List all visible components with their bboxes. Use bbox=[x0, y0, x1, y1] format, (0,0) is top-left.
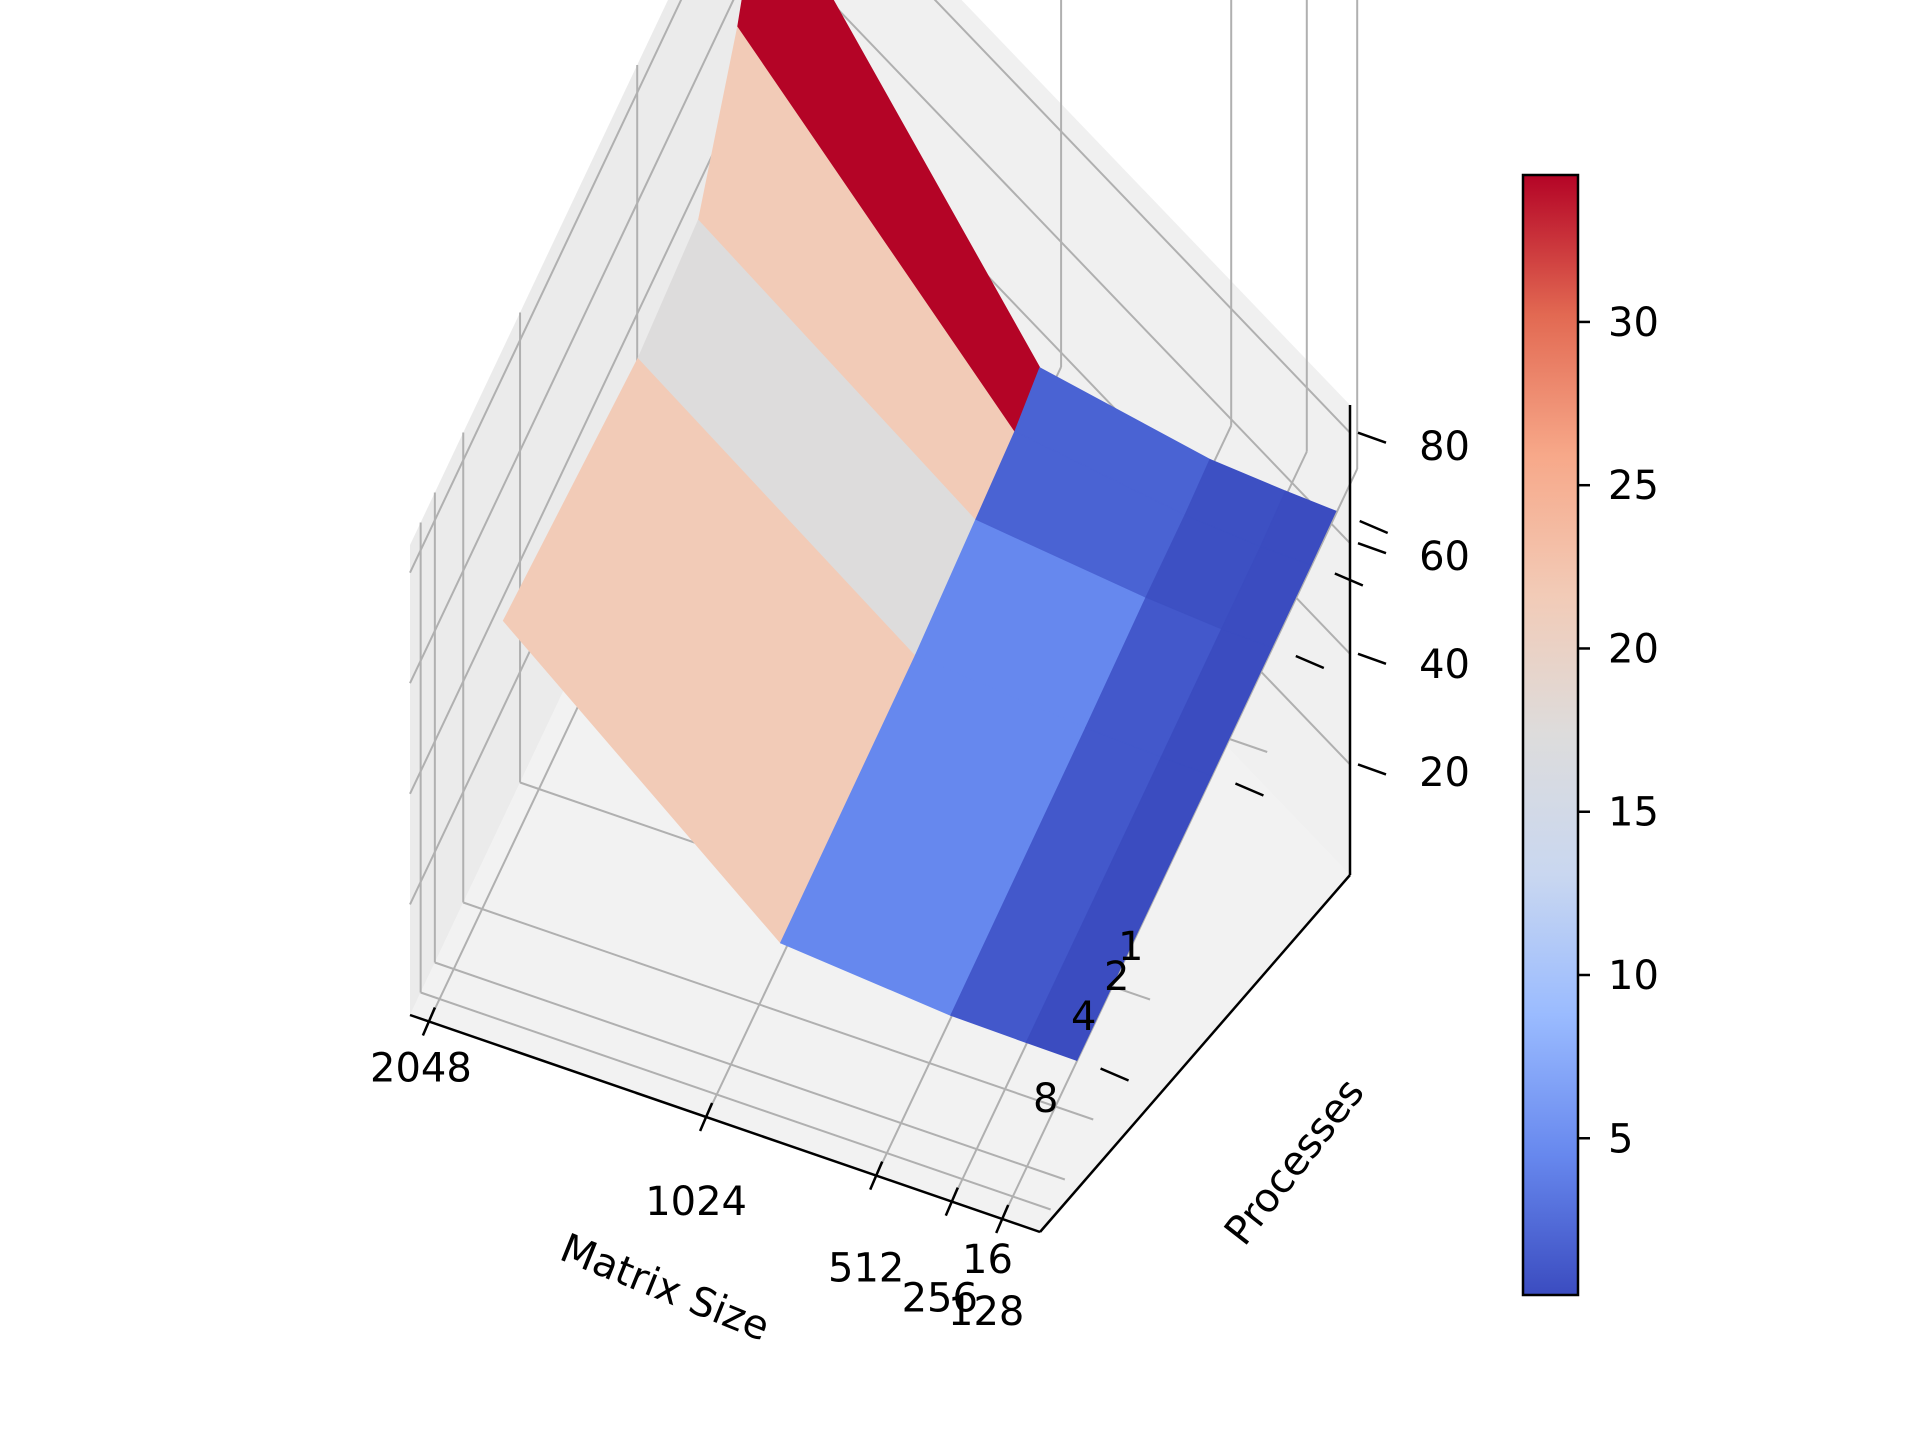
z-tick bbox=[1357, 431, 1387, 444]
x-tick bbox=[421, 1007, 437, 1037]
y-tick bbox=[1359, 519, 1389, 535]
y-tick bbox=[1234, 782, 1264, 797]
y-tick-label: 4 bbox=[1071, 994, 1096, 1040]
z-tick-label: 40 bbox=[1419, 642, 1470, 688]
grid-line-y-floor bbox=[434, 961, 1066, 1181]
grid-line-z-left bbox=[409, 0, 735, 684]
colorbar: 5 10 15 20 25 30 bbox=[1521, 173, 1659, 1297]
y-tick bbox=[1334, 572, 1364, 587]
y-axis-label: Processes bbox=[1216, 1070, 1374, 1254]
surface bbox=[502, 0, 1337, 1062]
x-tick-label: 2048 bbox=[370, 1046, 472, 1092]
x-tick bbox=[869, 1161, 884, 1191]
y-tick-label: 1 bbox=[1118, 924, 1143, 970]
surface-face bbox=[1260, 490, 1337, 566]
x-tick-label: 1024 bbox=[645, 1179, 747, 1225]
colorbar-tick-label: 5 bbox=[1608, 1116, 1633, 1162]
y-tick-label: 8 bbox=[1033, 1076, 1058, 1122]
z-tick bbox=[1357, 763, 1387, 776]
colorbar-tick-label: 30 bbox=[1608, 300, 1659, 346]
y-tick bbox=[1295, 654, 1325, 670]
x-axis-label: Matrix Size bbox=[554, 1225, 776, 1350]
grid-line-z-back bbox=[827, 0, 1351, 544]
y-tick-label: 16 bbox=[962, 1237, 1013, 1283]
z-tick-label: 60 bbox=[1419, 534, 1470, 580]
axis-lines bbox=[409, 405, 1352, 1234]
y-tick bbox=[1100, 1067, 1130, 1082]
colorbar-tick-label: 20 bbox=[1608, 626, 1659, 672]
colorbar-tick-label: 10 bbox=[1608, 953, 1659, 999]
z-tick-label: 80 bbox=[1419, 424, 1470, 470]
x-tick-label: 256 bbox=[902, 1276, 978, 1322]
grid-line-z-left bbox=[409, 43, 766, 795]
x-tick bbox=[944, 1187, 959, 1217]
z-tick-label: 20 bbox=[1419, 750, 1470, 796]
x-axis-line bbox=[409, 1013, 1041, 1234]
colorbar-tick-label: 15 bbox=[1608, 790, 1659, 836]
colorbar-tick-label: 25 bbox=[1608, 463, 1659, 509]
grid-line-y-floor bbox=[462, 901, 1094, 1121]
x-tick bbox=[995, 1204, 1010, 1234]
z-tick bbox=[1357, 542, 1387, 555]
x-tick bbox=[698, 1102, 714, 1132]
z-tick bbox=[1357, 652, 1387, 666]
x-tick-label: 512 bbox=[828, 1246, 904, 1292]
x-tick-label: 128 bbox=[948, 1289, 1024, 1335]
grid-line-y-floor bbox=[420, 991, 1051, 1211]
colorbar-bar bbox=[1521, 173, 1580, 1297]
grid-line-z-left bbox=[409, 0, 683, 574]
grid-line-z-back bbox=[933, 0, 1351, 434]
y-axis-line bbox=[1039, 874, 1351, 1233]
y-tick-label: 2 bbox=[1104, 954, 1129, 1000]
